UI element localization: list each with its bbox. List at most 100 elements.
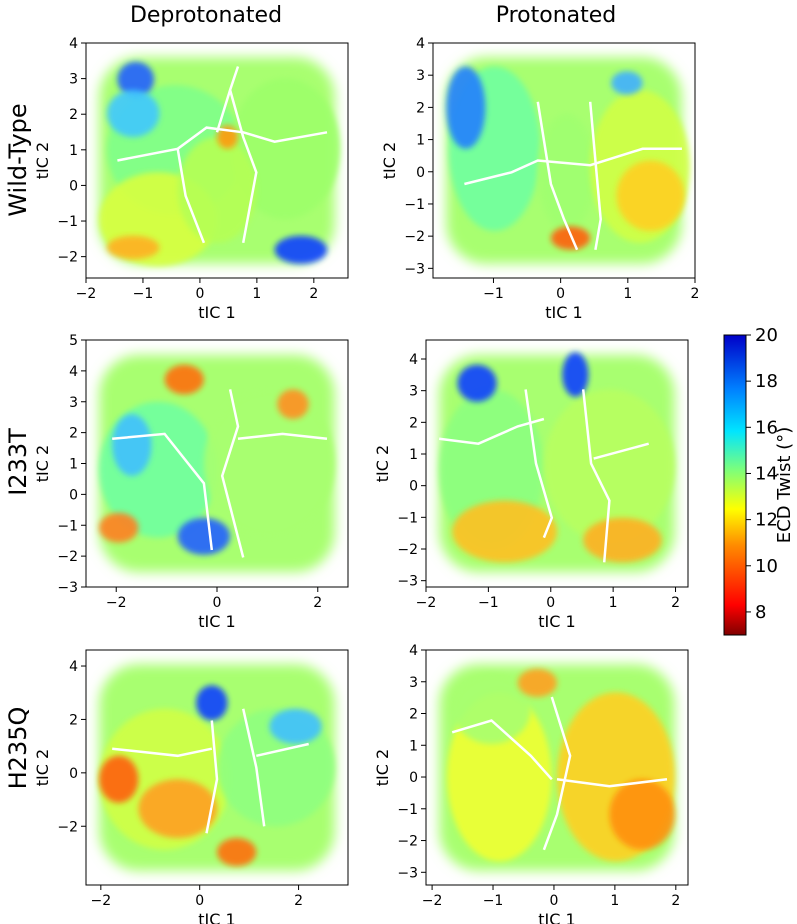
heatmap-density [99,57,341,267]
y-tick-label: 1 [69,457,78,473]
y-tick-label: −1 [397,510,418,526]
y-tick-label: 0 [409,479,418,495]
x-tick-label: 2 [691,286,700,302]
state-boundary-line [237,432,328,441]
x-tick-label: −1 [133,286,154,302]
row-label-wild-type: Wild-Type [4,103,32,216]
y-tick-label: 2 [416,100,425,116]
x-tick-label: −1 [478,595,499,611]
y-axis-label: tIC 2 [373,445,392,482]
x-axis-label: tIC 1 [198,303,235,322]
x-axis-label: tIC 1 [545,303,582,322]
y-tick-label: −1 [397,802,418,818]
y-tick-label: 4 [69,364,78,380]
y-tick-label: 1 [409,738,418,754]
heatmap-region [277,389,309,420]
heatmap-region [164,364,204,395]
y-tick-label: −3 [404,261,425,277]
plot-frame [425,339,689,588]
x-tick-label: −2 [76,286,97,302]
colorbar-ticks: 8 10 12 14 16 18 20 [746,325,778,623]
state-boundary-line [464,147,682,186]
state-boundary-line [536,101,579,251]
y-tick-label: 0 [409,770,418,786]
y-tick-label: 4 [409,352,418,368]
x-axis-label: tIC 1 [198,612,235,631]
plot-frame [425,649,689,886]
x-tick-label: 1 [623,286,632,302]
x-tick-label: 0 [195,286,204,302]
y-tick-label: 3 [416,68,425,84]
y-tick-label: 1 [416,133,425,149]
y-tick-label: 4 [409,643,418,659]
state-boundary-line [588,101,602,251]
colorbar-label: ECD Twist (°) [774,427,795,543]
heatmap-region [457,364,497,402]
y-tick-label: 1 [409,447,418,463]
heatmap-region [177,517,231,555]
y-tick-label: 2 [69,426,78,442]
state-boundary-line [220,389,245,558]
colorbar-tick-label: 8 [755,602,766,623]
x-tick-label: 1 [609,595,618,611]
state-boundary-line [451,719,553,781]
y-tick-label: −2 [397,542,418,558]
x-tick-label: 0 [213,595,222,611]
y-tick-label: 1 [69,143,78,159]
y-tick-label: −2 [57,250,78,266]
heatmap-region [99,755,139,803]
y-tick-label: −3 [397,574,418,590]
y-tick-label: 2 [409,707,418,723]
state-boundary-line [228,89,258,244]
heatmap-region [609,779,675,850]
row-label-h235q: H235Q [4,707,32,790]
x-axis-label: tIC 1 [538,910,575,924]
x-tick-label: −2 [106,595,127,611]
heatmap-region [550,226,591,250]
heatmap-region [452,500,557,563]
y-tick-label: 2 [69,712,78,728]
y-tick-label: 4 [416,36,425,52]
heatmap-region [106,235,160,260]
y-tick-label: −2 [57,819,78,835]
column-title-protonated: Protonated [496,3,617,28]
heatmap-region [446,66,486,149]
state-boundary-line [117,126,328,162]
heatmap-region [196,685,228,721]
heatmap-region [117,61,155,98]
x-tick-label: 1 [252,286,261,302]
state-boundary-line [205,720,219,834]
heatmap-region [203,389,335,538]
x-tick-label: 0 [556,286,565,302]
heatmap-region [537,113,596,231]
state-boundary-line [542,696,572,851]
colorbar-tick-label: 14 [755,463,778,484]
panel-wild-type-protonated: −1 0 1 2 −3 −2 −1 0 1 2 3 4 tIC 1 tIC 2 [380,36,699,322]
x-tick-label: −2 [91,893,112,909]
y-tick-label: 4 [69,36,78,52]
colorbar-gradient [723,334,747,636]
y-tick-label: −2 [404,229,425,245]
state-boundary-line [112,747,213,758]
x-axis-label: tIC 1 [198,910,235,924]
panel-h235q-deprotonated: −2 0 2 −2 0 2 4 tIC 1 tIC 2 [33,649,349,924]
heatmap-region [177,137,257,243]
heatmap-region [543,389,675,543]
plot-frame [85,42,349,279]
heatmap-density [438,352,675,573]
y-axis-label: tIC 2 [373,749,392,786]
y-tick-label: −1 [404,197,425,213]
heatmap-region [217,838,257,867]
x-tick-label: −1 [483,893,504,909]
y-tick-label: −1 [57,214,78,230]
y-tick-label: 0 [69,766,78,782]
y-tick-label: 0 [69,178,78,194]
heatmap-region [112,414,152,476]
y-tick-label: 3 [409,675,418,691]
colorbar: 8 10 12 14 16 18 20 ECD Twist (°) [723,325,795,636]
x-tick-label: −2 [422,893,443,909]
colorbar-tick-label: 18 [755,371,778,392]
heatmap-region [616,160,685,231]
state-boundary-line [215,66,240,133]
